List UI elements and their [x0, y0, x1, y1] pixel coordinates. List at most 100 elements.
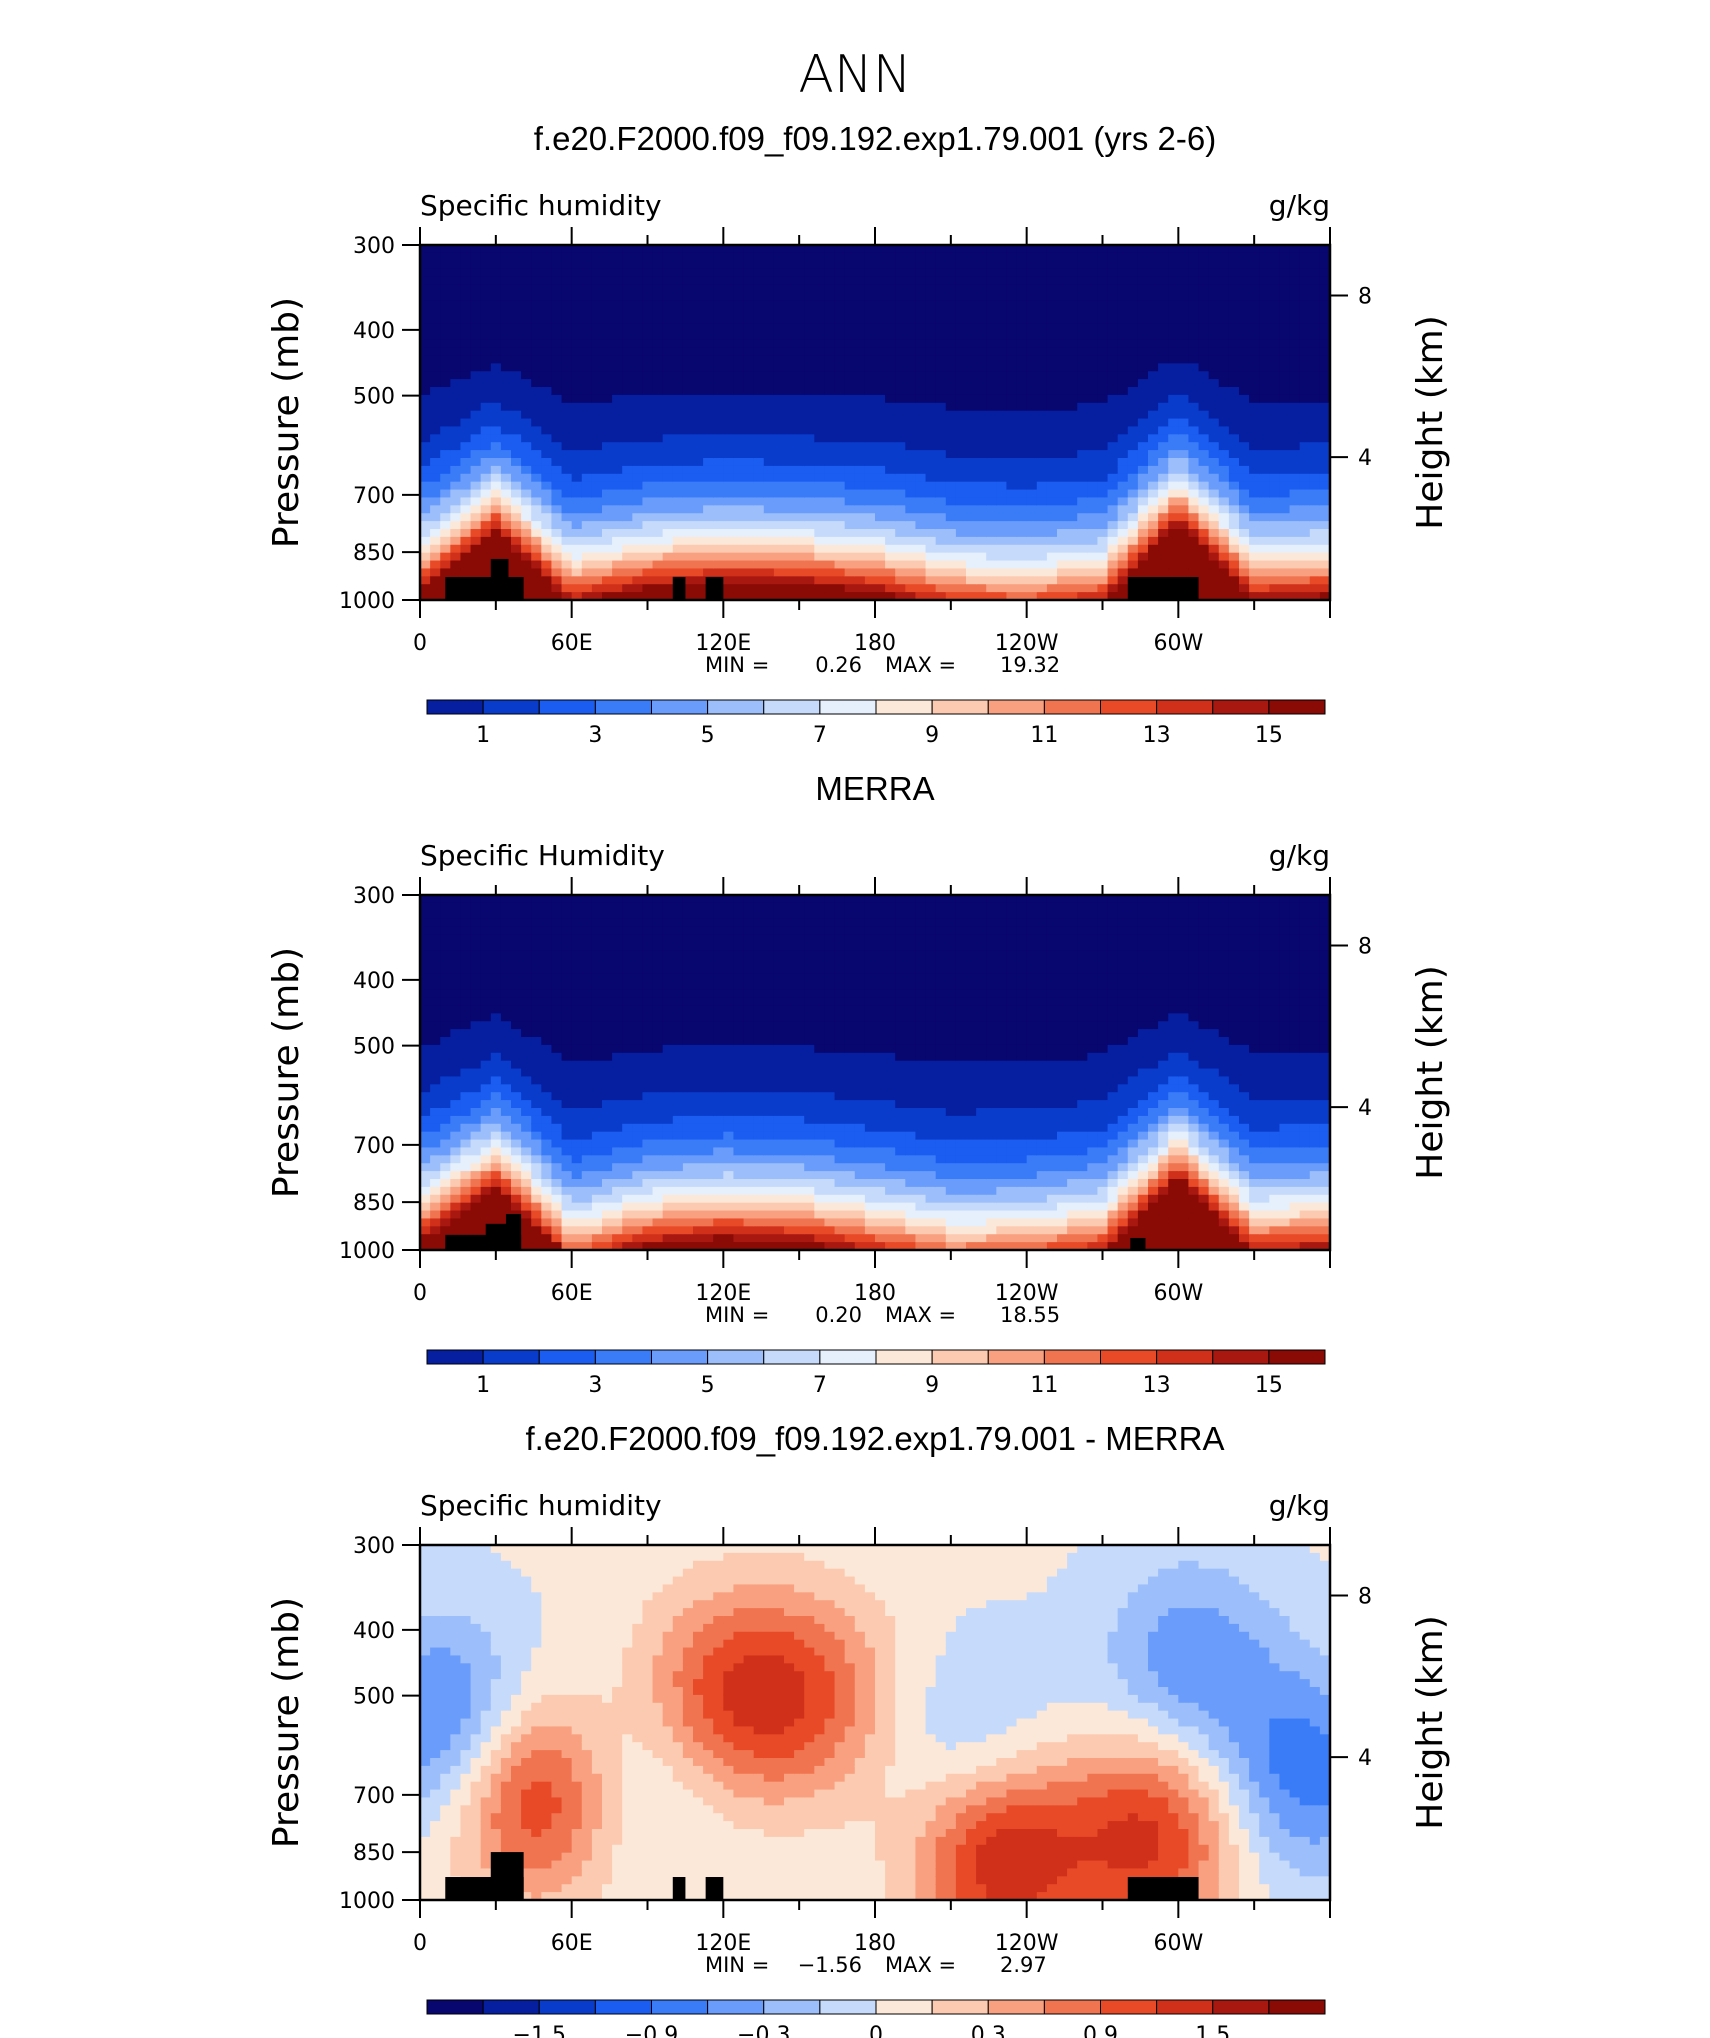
field-cell	[1279, 245, 1291, 254]
field-cell	[490, 1179, 502, 1188]
field-cell	[1309, 592, 1321, 601]
colorbar-swatch	[931, 699, 989, 715]
field-cell	[1208, 268, 1220, 278]
field-cell	[450, 950, 462, 959]
field-cell	[672, 316, 684, 325]
field-cell	[1319, 316, 1331, 325]
field-cell	[844, 347, 856, 357]
field-cell	[440, 300, 451, 309]
field-cell	[1319, 355, 1331, 364]
field-cell	[591, 560, 603, 570]
field-cell	[460, 1123, 472, 1133]
field-cell	[794, 418, 805, 428]
field-cell	[925, 521, 937, 530]
field-cell	[541, 1100, 553, 1109]
field-cell	[1006, 465, 1018, 475]
field-cell	[1057, 473, 1068, 483]
field-cell	[652, 497, 664, 506]
field-cell	[440, 1068, 451, 1078]
field-cell	[844, 410, 856, 420]
field-cell	[925, 418, 937, 428]
field-cell	[723, 473, 735, 483]
field-cell	[1016, 576, 1028, 585]
field-cell	[571, 387, 583, 396]
y-tick-label: 500	[353, 385, 395, 410]
field-cell	[875, 529, 886, 538]
field-cell	[571, 1123, 583, 1133]
field-cell	[450, 316, 462, 325]
field-cell	[1077, 552, 1088, 562]
field-cell	[1107, 371, 1119, 380]
field-cell	[1087, 371, 1099, 380]
field-cell	[1057, 316, 1068, 325]
field-cell	[490, 465, 502, 475]
field-cell	[1077, 410, 1088, 420]
field-cell	[612, 552, 623, 562]
field-cell	[622, 552, 633, 562]
field-cell	[430, 895, 441, 904]
field-cell	[561, 934, 573, 943]
field-cell	[571, 379, 583, 388]
field-cell	[1269, 355, 1281, 364]
field-cell	[834, 379, 846, 388]
field-cell	[561, 989, 573, 999]
field-cell	[470, 260, 482, 270]
field-cell	[1228, 458, 1240, 467]
field-cell	[713, 339, 724, 349]
field-cell	[571, 276, 583, 286]
field-cell	[531, 252, 542, 262]
field-cell	[1319, 458, 1331, 467]
field-cell	[440, 1005, 451, 1014]
field-cell	[713, 568, 724, 577]
field-cell	[1198, 592, 1210, 601]
field-cell	[1319, 576, 1331, 585]
field-cell	[480, 1076, 492, 1085]
field-cell	[602, 1147, 613, 1156]
field-cell	[440, 568, 451, 577]
field-cell	[591, 910, 603, 920]
field-cell	[784, 465, 795, 475]
field-cell	[1097, 260, 1109, 270]
field-cell	[743, 394, 755, 404]
field-cell	[1067, 489, 1078, 499]
field-cell	[480, 1171, 492, 1180]
field-cell	[531, 536, 542, 546]
field-cell	[1289, 347, 1301, 357]
field-cell	[1137, 260, 1149, 270]
field-cell	[1168, 316, 1179, 325]
field-cell	[1127, 497, 1139, 506]
field-cell	[1239, 465, 1250, 475]
field-cell	[571, 1052, 583, 1062]
field-cell	[682, 529, 694, 538]
field-cell	[420, 584, 431, 593]
field-cell	[602, 426, 613, 435]
field-cell	[561, 268, 573, 278]
field-cell	[703, 252, 714, 262]
field-cell	[561, 895, 573, 904]
field-cell	[986, 560, 997, 570]
field-cell	[602, 997, 613, 1007]
field-cell	[915, 268, 927, 278]
field-cell	[1259, 489, 1270, 499]
field-cell	[1097, 394, 1109, 404]
field-cell	[682, 402, 694, 412]
field-cell	[460, 1147, 472, 1156]
field-cell	[1239, 592, 1250, 601]
field-cell	[662, 371, 674, 380]
field-cell	[966, 536, 977, 546]
field-cell	[834, 434, 846, 443]
field-cell	[521, 997, 532, 1007]
field-cell	[632, 284, 644, 293]
field-cell	[925, 465, 937, 475]
field-cell	[1299, 544, 1311, 554]
field-cell	[531, 1115, 542, 1125]
field-cell	[1148, 394, 1159, 404]
field-cell	[541, 910, 553, 920]
field-cell	[591, 1186, 603, 1196]
field-cell	[612, 323, 623, 333]
field-cell	[1026, 505, 1038, 514]
field-cell	[531, 934, 542, 943]
field-cell	[1289, 387, 1301, 396]
field-cell	[1006, 481, 1018, 491]
field-cell	[1208, 300, 1220, 309]
